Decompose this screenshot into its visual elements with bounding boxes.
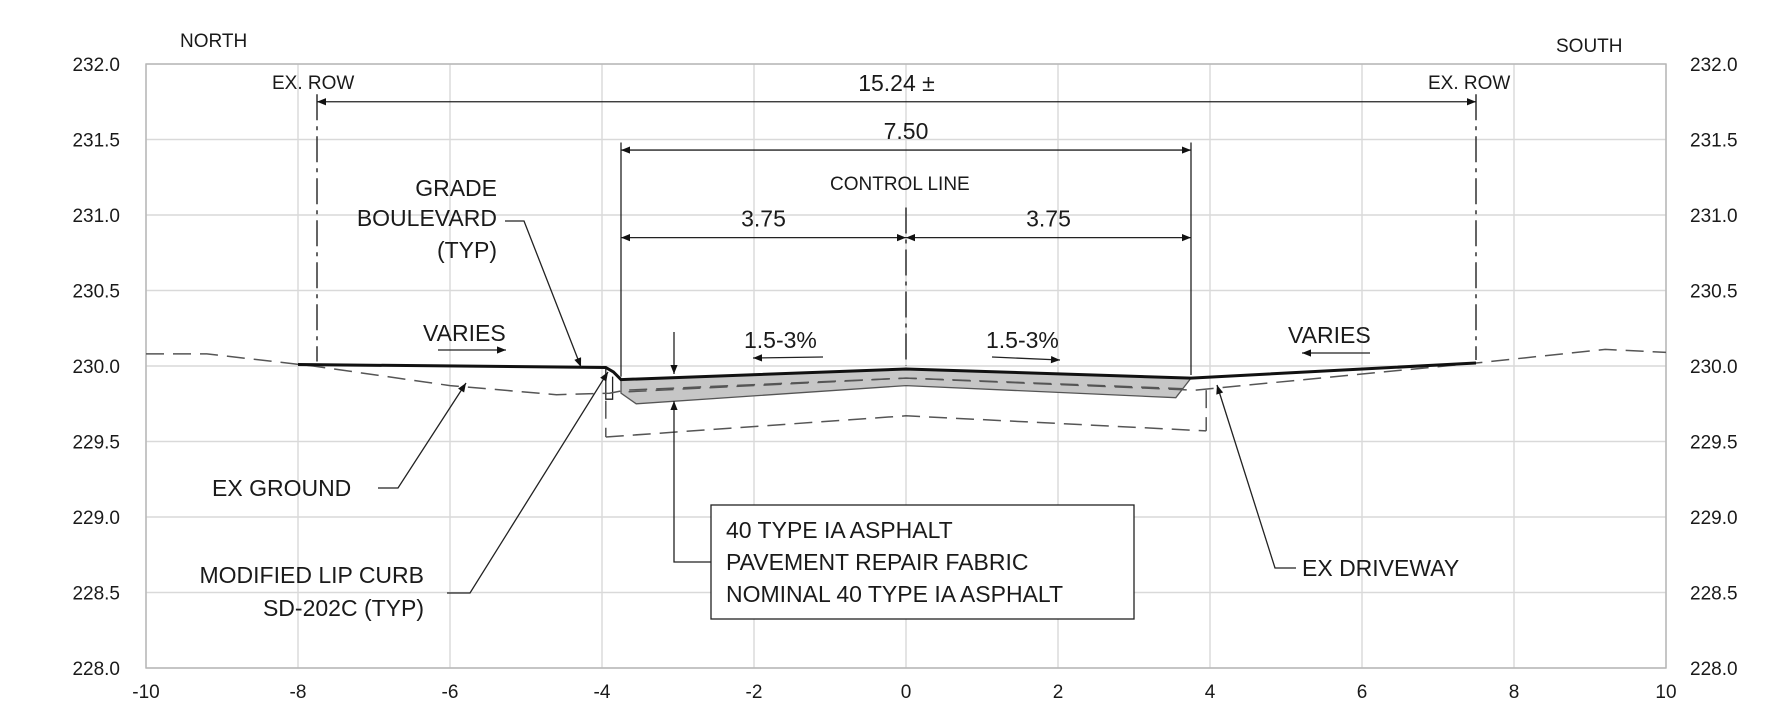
curb-outline bbox=[605, 367, 614, 400]
y-tick-label-right: 229.0 bbox=[1690, 508, 1738, 529]
curb-label-line-1: MODIFIED LIP CURB bbox=[200, 562, 425, 588]
grade-boulevard-line-1: GRADE bbox=[415, 175, 497, 201]
grade-boulevard-leader bbox=[505, 220, 582, 368]
subgrade-line bbox=[605, 415, 1207, 438]
y-tick-label-right: 228.5 bbox=[1690, 584, 1738, 605]
x-tick-label: -6 bbox=[442, 682, 459, 703]
dimension-label: 15.24 ± bbox=[858, 70, 935, 96]
dimension-label: 3.75 bbox=[741, 206, 786, 232]
x-tick-label: 10 bbox=[1655, 682, 1676, 703]
dimension-label: 7.50 bbox=[884, 118, 929, 144]
y-tick-label-right: 231.5 bbox=[1690, 131, 1738, 152]
x-tick-label: 6 bbox=[1357, 682, 1368, 703]
y-tick-label-left: 229.0 bbox=[72, 508, 120, 529]
x-tick-label: 8 bbox=[1509, 682, 1520, 703]
y-axis-left: 232.0 231.5 231.0 230.5 230.0 229.5 229.0 228.5… bbox=[72, 55, 120, 680]
north-label: NORTH bbox=[180, 31, 247, 52]
x-tick-label: -2 bbox=[746, 682, 763, 703]
y-tick-label-right: 228.0 bbox=[1690, 659, 1738, 680]
y-tick-label-left: 228.0 bbox=[72, 659, 120, 680]
pavement-callout-line-2: PAVEMENT REPAIR FABRIC bbox=[726, 549, 1028, 575]
existing-ground-line bbox=[146, 348, 1667, 396]
curb-leader bbox=[447, 371, 609, 594]
y-tick-label-right: 232.0 bbox=[1690, 55, 1738, 76]
y-tick-label-right: 229.5 bbox=[1690, 433, 1738, 454]
ex-driveway-leader bbox=[1216, 384, 1296, 569]
dimension-label: 3.75 bbox=[1026, 206, 1071, 232]
leader-lines bbox=[378, 220, 1370, 594]
y-tick-label-left: 231.5 bbox=[72, 131, 120, 152]
pavement-callout-line-3: NOMINAL 40 TYPE IA ASPHALT bbox=[726, 581, 1063, 607]
ex-ground-leader bbox=[378, 382, 467, 489]
control-line-label: CONTROL LINE bbox=[830, 174, 970, 195]
curb-label-line-2: SD-202C (TYP) bbox=[263, 595, 424, 621]
x-tick-label: 2 bbox=[1053, 682, 1064, 703]
south-label: SOUTH bbox=[1556, 36, 1623, 57]
ex-row-left-label: EX. ROW bbox=[272, 73, 354, 94]
x-tick-label: -10 bbox=[132, 682, 159, 703]
ex-row-right-label: EX. ROW bbox=[1428, 73, 1510, 94]
pavement-leader bbox=[670, 401, 711, 563]
plot-frame bbox=[145, 63, 1667, 669]
x-tick-label: -8 bbox=[290, 682, 307, 703]
y-axis-right: 232.0 231.5 231.0 230.5 230.0 229.5 229.0 228.5… bbox=[1690, 55, 1738, 680]
dimension-lines: 15.24 ± 7.50 3.75 3.75 bbox=[316, 70, 1477, 377]
pavement-callout-line-1: 40 TYPE IA ASPHALT bbox=[726, 517, 953, 543]
x-axis: -10 -8 -6 -4 -2 0 2 4 6 8 10 bbox=[132, 682, 1676, 703]
slope-left-label: 1.5-3% bbox=[744, 327, 817, 353]
ex-driveway-label: EX DRIVEWAY bbox=[1302, 555, 1459, 581]
y-tick-label-left: 230.0 bbox=[72, 357, 120, 378]
grade-boulevard-line-3: (TYP) bbox=[437, 237, 497, 263]
y-tick-label-left: 231.0 bbox=[72, 206, 120, 227]
slope-left-arrow bbox=[752, 354, 824, 362]
x-tick-label: 0 bbox=[901, 682, 912, 703]
x-tick-label: 4 bbox=[1205, 682, 1216, 703]
varies-right-label: VARIES bbox=[1288, 322, 1371, 348]
y-tick-label-right: 230.5 bbox=[1690, 282, 1738, 303]
y-tick-label-left: 228.5 bbox=[72, 584, 120, 605]
pavement-callout-box bbox=[710, 504, 1135, 620]
finished-grade-line bbox=[297, 361, 1477, 382]
y-tick-label-left: 232.0 bbox=[72, 55, 120, 76]
y-tick-label-right: 230.0 bbox=[1690, 357, 1738, 378]
ex-ground-label: EX GROUND bbox=[212, 475, 351, 501]
x-tick-label: -4 bbox=[594, 682, 611, 703]
slope-right-label: 1.5-3% bbox=[986, 327, 1059, 353]
varies-left-label: VARIES bbox=[423, 320, 506, 346]
y-tick-label-right: 231.0 bbox=[1690, 206, 1738, 227]
slope-right-arrow bbox=[991, 356, 1061, 364]
profile-lines bbox=[146, 348, 1667, 438]
y-tick-label-left: 230.5 bbox=[72, 282, 120, 303]
y-tick-label-left: 229.5 bbox=[72, 433, 120, 454]
grade-boulevard-line-2: BOULEVARD bbox=[357, 205, 497, 231]
